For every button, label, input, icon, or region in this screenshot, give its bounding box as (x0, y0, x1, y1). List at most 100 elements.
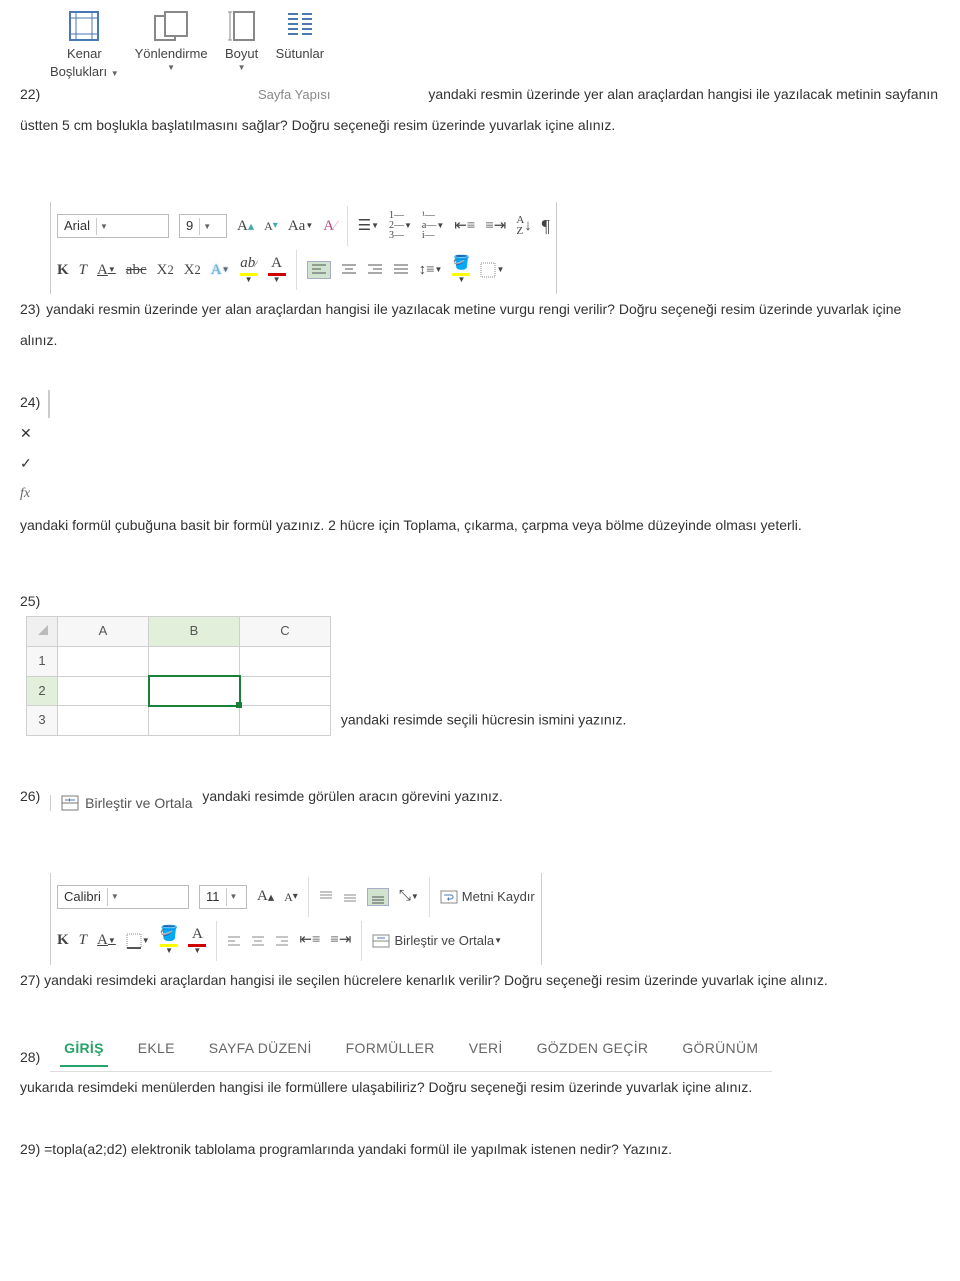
align-right-button[interactable] (275, 935, 289, 947)
bullets-button[interactable]: ☰ ▼ (358, 219, 379, 234)
tab-gorunum[interactable]: GÖRÜNÜM (678, 1031, 762, 1068)
middle-align-button[interactable] (343, 890, 357, 904)
fx-icon[interactable]: fx (20, 479, 940, 510)
row-header-2[interactable]: 2 (27, 676, 58, 706)
underline-button[interactable]: A ▼ (97, 263, 116, 278)
wrap-text-button[interactable]: Metni Kaydır (440, 890, 535, 904)
tab-giris[interactable]: GİRİŞ (60, 1031, 108, 1068)
orientation-label: Yönlendirme (135, 46, 208, 62)
cancel-icon[interactable]: ✕ (20, 418, 940, 449)
shading-button[interactable]: 🪣 ▼ (452, 257, 470, 284)
ribbon-tabs: GİRİŞ EKLE SAYFA DÜZENİ FORMÜLLER VERİ G… (50, 1027, 772, 1073)
formula-bar (48, 390, 50, 418)
decrease-indent-button[interactable]: ⇤≡ (454, 219, 475, 234)
q28-text: yukarıda resimdeki menülerden hangisi il… (20, 1072, 940, 1103)
bold-button[interactable]: K (57, 933, 69, 948)
page-setup-group: Kenar Boşlukları ▼ Yönlendirme ▼ Boyut ▼… (20, 8, 324, 79)
justify-button[interactable] (393, 263, 409, 277)
borders-button[interactable]: ▼ (480, 262, 504, 278)
page-setup-caption: Sayfa Yapısı (258, 87, 331, 102)
grow-font-button[interactable]: A▴ (257, 889, 274, 904)
merge-center-button[interactable]: Birleştir ve Ortala (50, 795, 192, 811)
highlight-button[interactable]: ab⁄ ▼ (240, 256, 258, 284)
grow-font-button[interactable]: A▴ (237, 219, 254, 234)
orientation-button[interactable]: Yönlendirme ▼ (135, 8, 208, 72)
home-ribbon: Arial▼ 9▼ A▴ A▾ Aa ▼ A⁄ ☰ ▼ 1—2—3— ▼ ¹— … (50, 202, 557, 294)
shrink-font-button[interactable]: A▾ (284, 891, 298, 903)
merge-center-label: Birleştir ve Ortala (394, 934, 494, 947)
col-header-b[interactable]: B (149, 617, 240, 647)
q26-number: 26) (20, 788, 40, 804)
text-effects-button[interactable]: A ▼ (211, 263, 230, 278)
font-size-combo[interactable]: 9▼ (179, 214, 227, 238)
row-header-1[interactable]: 1 (27, 646, 58, 676)
tab-formuller[interactable]: FORMÜLLER (342, 1031, 439, 1068)
subscript-button[interactable]: X2 (157, 263, 174, 278)
q22-number: 22) (20, 86, 40, 102)
tab-ekle[interactable]: EKLE (134, 1031, 179, 1068)
align-center-button[interactable] (341, 263, 357, 277)
margins-button[interactable]: Kenar Boşlukları ▼ (50, 8, 119, 79)
clear-formatting-button[interactable]: A⁄ (323, 219, 336, 234)
font-color-button[interactable]: A ▼ (188, 927, 206, 955)
q28-number: 28) (20, 1049, 40, 1065)
q23-text: yandaki resmin üzerinde yer alan araçlar… (20, 301, 901, 348)
font-size-combo[interactable]: 11▼ (199, 885, 247, 909)
merge-center-button[interactable]: Birleştir ve Ortala ▼ (372, 934, 502, 948)
enter-icon[interactable]: ✓ (20, 448, 940, 479)
row-header-3[interactable]: 3 (27, 706, 58, 736)
italic-button[interactable]: T (79, 933, 87, 948)
superscript-button[interactable]: X2 (184, 263, 201, 278)
tab-sayfa-duzeni[interactable]: SAYFA DÜZENİ (205, 1031, 316, 1068)
align-left-button[interactable] (307, 261, 331, 279)
q25-text: yandaki resimde seçili hücresin ismini y… (341, 712, 627, 728)
size-button[interactable]: Boyut ▼ (224, 8, 260, 72)
wrap-text-label: Metni Kaydır (462, 890, 535, 903)
fill-color-button[interactable]: 🪣 ▼ (160, 927, 179, 955)
decrease-indent-button[interactable]: ⇤≡ (299, 933, 320, 948)
increase-indent-button[interactable]: ≡⇥ (330, 933, 351, 948)
font-name-combo[interactable]: Arial▼ (57, 214, 169, 238)
borders-button[interactable]: ▼ (126, 933, 150, 949)
change-case-button[interactable]: Aa ▼ (288, 219, 313, 234)
strikethrough-button[interactable]: abc (126, 263, 147, 278)
q26-text: yandaki resimde görülen aracın görevini … (202, 788, 502, 804)
font-color-button[interactable]: A ▼ (268, 256, 286, 284)
q24-text: yandaki formül çubuğuna basit bir formül… (20, 517, 802, 533)
cell-b2[interactable] (149, 676, 240, 706)
tab-gozden-gecir[interactable]: GÖZDEN GEÇİR (533, 1031, 653, 1068)
multilevel-list-button[interactable]: ¹— a— i— ▼ (422, 211, 444, 241)
q25-number: 25) (20, 593, 40, 609)
spreadsheet-grid[interactable]: A B C 1 2 3 (26, 616, 331, 735)
col-header-a[interactable]: A (58, 617, 149, 647)
excel-home-ribbon: Calibri▼ 11▼ A▴ A▾ ⤡ ▼ Metni Kaydır K T … (50, 873, 542, 965)
q29-text: 29) =topla(a2;d2) elektronik tablolama p… (20, 1134, 940, 1165)
line-spacing-button[interactable]: ↕≡ ▼ (419, 263, 443, 278)
merge-center-label: Birleştir ve Ortala (85, 796, 192, 810)
numbering-button[interactable]: 1—2—3— ▼ (389, 211, 412, 241)
paragraph-mark-button[interactable]: ¶ (542, 217, 550, 235)
align-right-button[interactable] (367, 263, 383, 277)
align-center-button[interactable] (251, 935, 265, 947)
font-name-combo[interactable]: Calibri▼ (57, 885, 189, 909)
chevron-down-icon: ▼ (111, 69, 119, 78)
q27-text: yandaki resimdeki araçlardan hangisi ile… (44, 972, 828, 988)
select-all-corner[interactable] (27, 617, 58, 647)
col-header-c[interactable]: C (240, 617, 331, 647)
bold-button[interactable]: K (57, 263, 69, 278)
align-left-button[interactable] (227, 935, 241, 947)
increase-indent-button[interactable]: ≡⇥ (485, 219, 506, 234)
tab-veri[interactable]: VERİ (465, 1031, 507, 1068)
underline-button[interactable]: A ▼ (97, 933, 116, 948)
italic-button[interactable]: T (79, 263, 87, 278)
top-align-button[interactable] (319, 890, 333, 904)
size-label: Boyut (225, 46, 258, 62)
sort-button[interactable]: AZ↓ (516, 215, 531, 237)
chevron-down-icon: ▼ (238, 63, 246, 73)
bottom-align-button[interactable] (367, 888, 389, 906)
q24-number: 24) (20, 394, 40, 410)
orientation-button[interactable]: ⤡ ▼ (399, 889, 419, 904)
q23-number: 23) (20, 301, 40, 317)
columns-button[interactable]: Sütunlar ▼ (276, 8, 324, 72)
shrink-font-button[interactable]: A▾ (264, 220, 278, 232)
